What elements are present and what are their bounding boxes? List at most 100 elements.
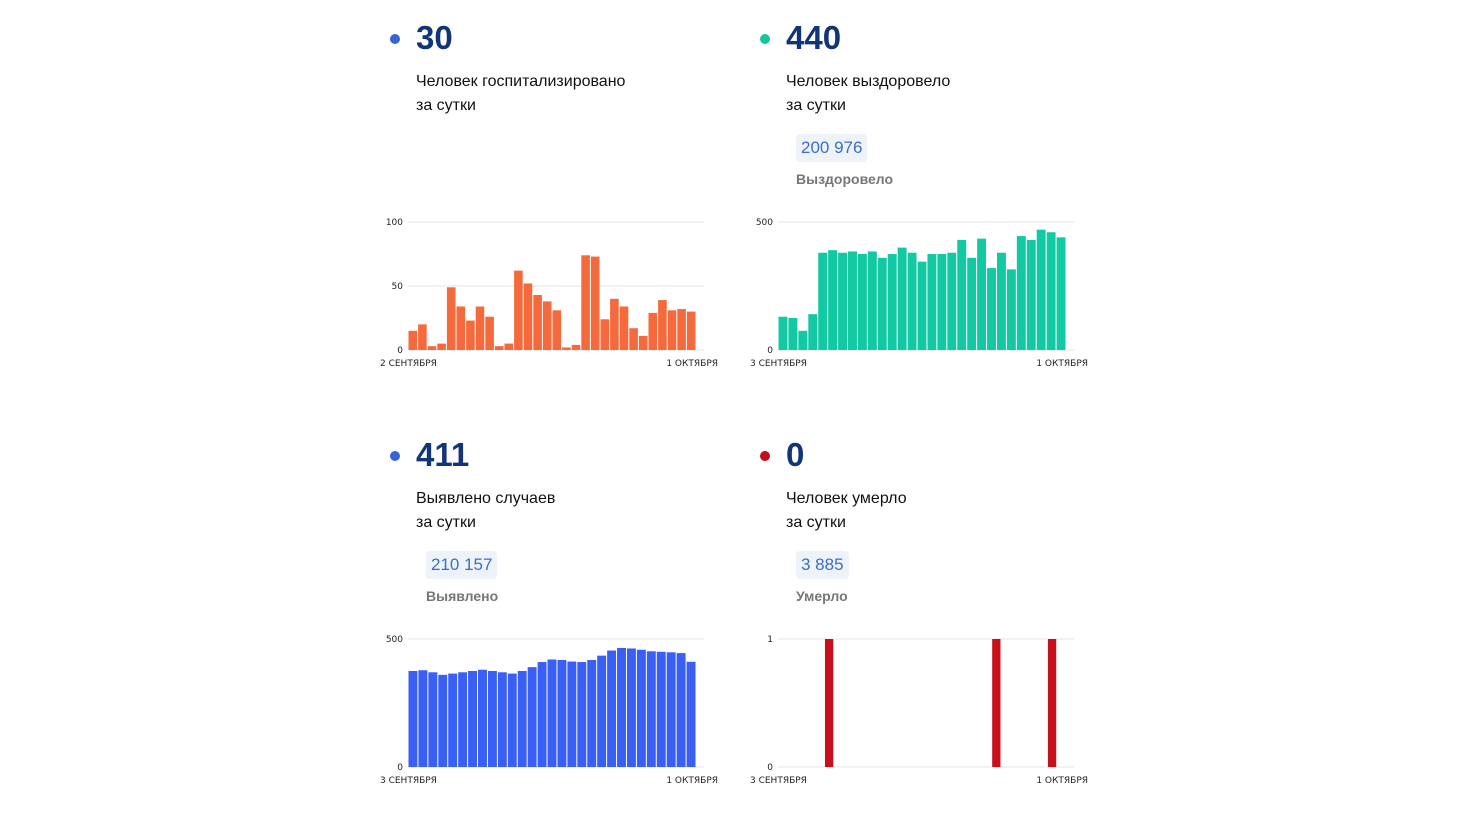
bar <box>838 252 848 350</box>
bar <box>497 672 507 767</box>
bar <box>458 672 468 767</box>
bar <box>523 283 533 350</box>
bar <box>562 347 571 350</box>
bar <box>475 306 485 350</box>
total-label: Умерло <box>796 588 848 604</box>
y-tick-label: 1 <box>767 635 773 645</box>
bar <box>778 316 788 350</box>
bar <box>1056 237 1066 350</box>
bar <box>418 324 427 350</box>
bar <box>907 252 917 350</box>
series-dot <box>760 34 770 44</box>
bar <box>408 330 418 350</box>
bar <box>533 294 542 350</box>
bar <box>857 254 867 350</box>
bar <box>557 659 567 767</box>
bar <box>967 257 977 350</box>
series-dot <box>390 34 400 44</box>
bar <box>507 673 517 767</box>
bar <box>957 239 967 350</box>
x-end-label: 1 ОКТЯБРЯ <box>666 776 718 786</box>
bar <box>1016 236 1026 350</box>
bar <box>456 306 466 350</box>
x-end-label: 1 ОКТЯБРЯ <box>1036 776 1088 786</box>
bar <box>494 346 504 350</box>
bar <box>468 671 478 767</box>
bar <box>504 343 514 350</box>
description-line-1: Человек госпитализировано <box>416 73 626 90</box>
card-description: Человек госпитализировано за сутки <box>416 70 716 118</box>
bar <box>848 251 857 350</box>
series-dot <box>760 451 770 461</box>
card-header: 440 <box>760 18 1100 58</box>
x-start-label: 3 СЕНТЯБРЯ <box>750 776 807 786</box>
bar <box>977 238 987 350</box>
bar <box>607 650 617 767</box>
bar <box>542 301 552 350</box>
bar <box>600 319 610 350</box>
bar <box>666 652 676 767</box>
description-line-1: Выявлено случаев <box>416 490 556 507</box>
bar <box>537 662 547 767</box>
bar <box>1026 239 1036 350</box>
daily-value: 440 <box>786 19 842 56</box>
bar <box>418 670 428 767</box>
bar <box>1046 232 1056 350</box>
total-label: Выздоровело <box>796 171 894 187</box>
bar <box>478 669 487 767</box>
bar <box>887 254 897 350</box>
description-line-2: за сутки <box>416 97 476 114</box>
bar <box>808 314 818 350</box>
total-badge: 200 976 <box>796 134 868 162</box>
card-header: 30 <box>390 18 730 58</box>
bar <box>437 343 446 350</box>
x-start-label: 2 СЕНТЯБРЯ <box>380 359 437 369</box>
bar <box>824 639 834 767</box>
bar <box>927 254 937 350</box>
bar <box>877 257 887 350</box>
bar <box>487 671 497 767</box>
total-badge: 210 157 <box>426 551 498 579</box>
bar <box>676 653 686 767</box>
bar <box>1047 639 1057 767</box>
bar <box>577 662 587 767</box>
bar <box>636 649 646 767</box>
bar <box>1036 229 1046 350</box>
bar <box>658 300 667 350</box>
y-tick-label: 0 <box>767 763 773 773</box>
bar <box>897 247 907 350</box>
description-line-2: за сутки <box>786 97 846 114</box>
card-deaths: 0 Человек умерло за сутки 3 885 Умерло 0… <box>750 435 1100 786</box>
bar <box>638 335 648 350</box>
y-tick-label: 0 <box>397 763 403 773</box>
card-header: 411 <box>390 435 730 475</box>
bar <box>617 647 626 767</box>
bar <box>427 346 437 350</box>
bar <box>587 659 597 767</box>
y-tick-label: 500 <box>756 218 773 228</box>
bar <box>996 252 1006 350</box>
deaths-chart: 0 1 3 СЕНТЯБРЯ 1 ОКТЯБРЯ <box>750 635 1088 786</box>
bar <box>646 651 656 767</box>
bar <box>571 344 581 350</box>
bar <box>626 648 636 767</box>
bar <box>1006 269 1016 350</box>
description-line-1: Человек выздоровело <box>786 73 951 90</box>
bar <box>517 671 527 767</box>
bar <box>937 254 947 350</box>
bar <box>567 661 577 767</box>
bar <box>867 251 877 350</box>
card-recovered: 440 Человек выздоровело за сутки 200 976… <box>750 18 1100 369</box>
bar <box>667 310 677 350</box>
total-label: Выявлено <box>426 588 499 604</box>
bar <box>788 318 798 350</box>
daily-value: 0 <box>786 436 805 473</box>
bar <box>581 255 590 350</box>
bar <box>428 672 438 767</box>
bar <box>408 671 418 767</box>
bar <box>798 330 808 350</box>
bar <box>552 310 562 350</box>
bar <box>597 655 607 767</box>
x-start-label: 3 СЕНТЯБРЯ <box>750 359 807 369</box>
description-line-2: за сутки <box>786 514 846 531</box>
